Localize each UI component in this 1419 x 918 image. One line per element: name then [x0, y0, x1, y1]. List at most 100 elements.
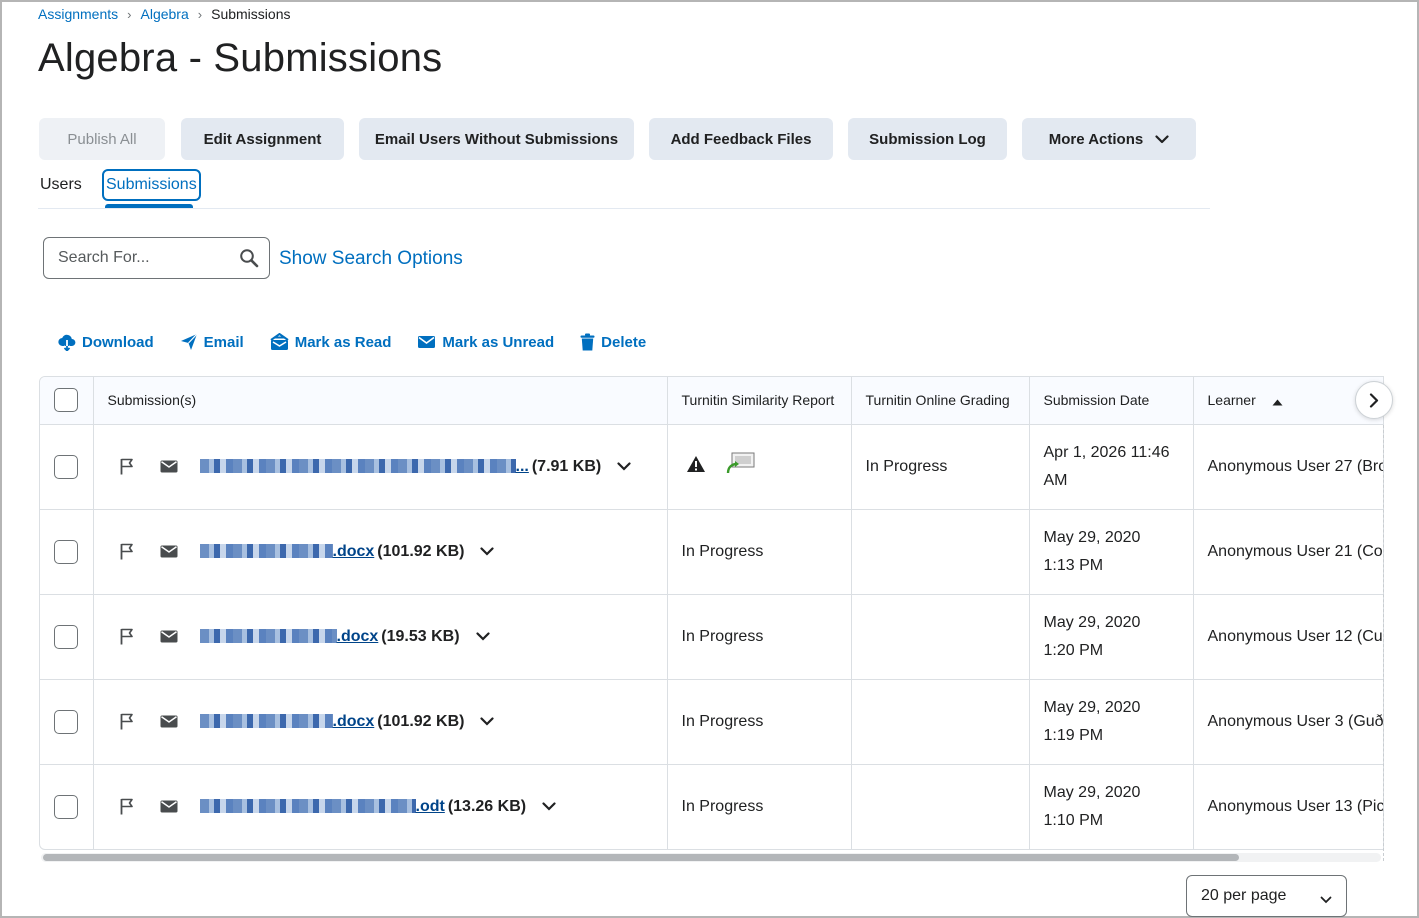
redacted-filename	[199, 544, 333, 559]
table-overflow-edge	[1383, 425, 1384, 861]
show-search-options-link[interactable]: Show Search Options	[279, 248, 463, 269]
mark-as-unread-label: Mark as Unread	[442, 333, 555, 351]
chevron-down-icon[interactable]	[475, 632, 490, 641]
scroll-right-button[interactable]	[1355, 381, 1393, 419]
redacted-filename	[199, 799, 416, 814]
learner-cell[interactable]: Anonymous User 3 (Guð	[1193, 679, 1383, 765]
submission-cell: .odt (13.26 KB)	[93, 764, 668, 849]
search-icon[interactable]	[239, 248, 259, 273]
submission-date-cell: May 29, 2020 1:19 PM	[1029, 679, 1194, 765]
email-action[interactable]: Email	[180, 333, 244, 351]
file-size: (101.92 KB)	[377, 542, 465, 560]
breadcrumb-algebra[interactable]: Algebra	[140, 6, 189, 22]
chevron-down-icon[interactable]	[617, 462, 631, 471]
file-extension: .docx	[336, 627, 379, 645]
header-submissions: Submission(s)	[93, 377, 668, 425]
scrollbar-thumb[interactable]	[43, 854, 1239, 861]
similarity-cell	[667, 424, 852, 510]
learner-cell[interactable]: Anonymous User 13 (Pic	[1193, 764, 1383, 849]
header-learner[interactable]: Learner	[1193, 377, 1383, 425]
submission-file-link[interactable]: ...	[199, 458, 529, 476]
time-line: AM	[1043, 471, 1068, 489]
submission-log-button[interactable]: Submission Log	[848, 118, 1007, 160]
paper-plane-icon	[180, 333, 198, 350]
page-title: Algebra - Submissions	[38, 36, 443, 80]
tab-users[interactable]: Users	[40, 176, 82, 193]
file-size: (13.26 KB)	[447, 797, 527, 815]
mark-as-unread-action[interactable]: Mark as Unread	[417, 334, 554, 351]
warning-icon	[686, 455, 706, 478]
flag-icon[interactable]	[120, 543, 138, 560]
learner-cell[interactable]: Anonymous User 27 (Bro	[1193, 424, 1383, 510]
mark-as-read-label: Mark as Read	[294, 333, 392, 351]
redacted-filename	[199, 629, 337, 644]
redacted-filename	[199, 459, 516, 474]
breadcrumb-assignments[interactable]: Assignments	[38, 6, 119, 22]
edit-assignment-button[interactable]: Edit Assignment	[181, 118, 344, 160]
file-size: (101.92 KB)	[377, 712, 465, 730]
download-label: Download	[82, 333, 154, 351]
row-checkbox[interactable]	[54, 709, 79, 734]
online-grading-cell	[851, 594, 1030, 680]
time-line: 1:20 PM	[1043, 641, 1104, 659]
bulk-actions-bar: Download Email Mark as Read Mark as Unre…	[58, 333, 672, 351]
add-feedback-files-button[interactable]: Add Feedback Files	[649, 118, 833, 160]
per-page-select[interactable]: 20 per page	[1186, 875, 1347, 917]
select-all-cell	[40, 377, 94, 425]
publish-all-button[interactable]: Publish All	[39, 118, 165, 160]
row-select-cell	[40, 594, 94, 680]
learner-cell[interactable]: Anonymous User 12 (Cu	[1193, 594, 1383, 680]
submission-cell: .docx (19.53 KB)	[93, 594, 668, 680]
submission-cell: ... (7.91 KB)	[93, 424, 668, 510]
submission-date-cell: May 29, 2020 1:13 PM	[1029, 509, 1194, 595]
more-actions-button[interactable]: More Actions	[1022, 118, 1196, 160]
row-select-cell	[40, 679, 94, 765]
chevron-down-icon[interactable]	[480, 717, 495, 726]
row-checkbox[interactable]	[54, 454, 79, 479]
tab-submissions[interactable]: Submissions	[102, 169, 201, 201]
submissions-table: Submission(s) Turnitin Similarity Report…	[40, 377, 1383, 849]
unread-envelope-icon[interactable]	[160, 460, 178, 473]
table-row: .docx (19.53 KB) In Progress May 29, 202…	[40, 594, 1383, 680]
download-action[interactable]: Download	[58, 333, 154, 351]
row-checkbox[interactable]	[54, 624, 79, 649]
row-checkbox[interactable]	[54, 794, 79, 819]
table-row: .odt (13.26 KB) In Progress May 29, 2020…	[40, 764, 1383, 849]
row-checkbox[interactable]	[54, 539, 79, 564]
unread-envelope-icon[interactable]	[160, 715, 178, 728]
breadcrumb: Assignments › Algebra › Submissions	[38, 6, 290, 22]
active-tab-indicator	[105, 204, 193, 208]
date-line: May 29, 2020	[1043, 698, 1141, 716]
similarity-cell: In Progress	[667, 764, 852, 849]
chevron-down-icon[interactable]	[542, 802, 556, 811]
mark-as-read-action[interactable]: Mark as Read	[270, 333, 392, 351]
unread-envelope-icon[interactable]	[160, 800, 178, 813]
email-users-without-submissions-button[interactable]: Email Users Without Submissions	[359, 118, 634, 160]
submission-file-link[interactable]: .docx	[199, 543, 374, 561]
flag-icon[interactable]	[120, 458, 138, 475]
horizontal-scrollbar[interactable]	[41, 853, 1381, 862]
submission-file-link[interactable]: .docx	[199, 627, 379, 646]
chevron-down-icon	[1155, 134, 1169, 144]
delete-action[interactable]: Delete	[580, 333, 646, 351]
header-online-grading: Turnitin Online Grading	[851, 377, 1030, 425]
chevron-down-icon	[1320, 891, 1332, 909]
download-cloud-icon	[58, 334, 76, 351]
learner-cell[interactable]: Anonymous User 21 (Co	[1193, 509, 1383, 595]
unread-envelope-icon[interactable]	[160, 545, 178, 558]
flag-icon[interactable]	[120, 628, 138, 645]
date-line: May 29, 2020	[1043, 613, 1141, 631]
flag-icon[interactable]	[120, 713, 138, 730]
select-all-checkbox[interactable]	[54, 388, 79, 413]
resubmit-report-icon[interactable]	[724, 451, 756, 482]
chevron-down-icon[interactable]	[480, 547, 495, 556]
unread-envelope-icon[interactable]	[160, 630, 178, 643]
submission-file-link[interactable]: .odt	[199, 798, 445, 816]
more-actions-label: More Actions	[1048, 130, 1144, 148]
submissions-table-container: Submission(s) Turnitin Similarity Report…	[39, 376, 1384, 850]
search-input[interactable]	[44, 238, 224, 278]
flag-icon[interactable]	[120, 798, 138, 815]
table-row: .docx (101.92 KB) In Progress May 29, 20…	[40, 509, 1383, 595]
submission-file-link[interactable]: .docx	[199, 713, 374, 731]
breadcrumb-separator: ›	[127, 6, 132, 22]
